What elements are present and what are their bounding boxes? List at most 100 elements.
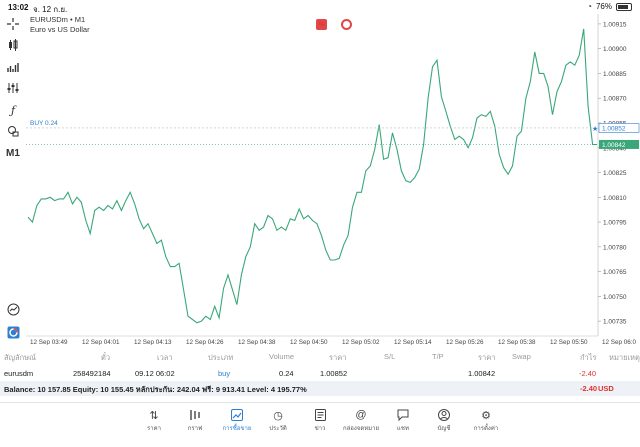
x-tick-label: 12 Sep 04:38 [238,339,276,345]
total-profit: -2.40 [580,384,598,393]
crosshair-icon[interactable] [5,16,21,32]
nav-trade[interactable]: การซื้อขาย [217,409,257,433]
buy-order-label: BUY 0.24 [30,120,58,127]
col-comment: หมายเหตุ [609,353,640,362]
chat-icon [383,409,423,423]
nav-settings-label: การตั้งค่า [473,426,499,432]
history-icon: ◷ [273,410,283,422]
quotes-icon: ⇅ [149,410,159,422]
col-ticket: ตั๋ว [101,353,111,362]
col-type: ประเภท [208,353,234,362]
col-tp: T/P [432,352,444,361]
battery-icon [616,2,632,11]
y-tick-label: 1.00870 [603,96,627,103]
chart-toolbar: ƒ M1 [0,14,26,344]
y-tick-label: 1.00915 [603,21,627,28]
trade-levels-icon[interactable] [341,19,352,30]
y-tick-label: 1.00900 [603,46,627,53]
y-tick-label: 1.00885 [603,71,627,78]
position-open-price: 1.00852 [320,369,348,378]
settings-icon: ⚙ [481,410,491,422]
position-symbol: eurusdm [4,369,34,378]
nav-mailbox[interactable]: @ กล่องจดหมาย [341,409,381,433]
y-tick-label: 1.00780 [603,244,627,251]
one-click-trade-icon[interactable]: ⇆ [316,19,327,30]
status-date: จ. 12 ก.ย. [33,5,68,14]
col-sl: S/L [384,352,396,361]
candlestick-type-icon[interactable] [5,37,21,53]
price-chart[interactable]: EURUSDm • M1 Euro vs US Dollar ⇆ 1.00915… [26,14,640,345]
position-volume: 0.24 [279,369,294,378]
y-tick-label: 1.00825 [603,170,627,177]
chart-icon [175,409,215,423]
nav-trade-label: การซื้อขาย [222,426,252,432]
zoom-icon[interactable] [5,301,21,317]
nav-chat[interactable]: แชท [383,409,423,433]
mailbox-icon: @ [355,409,367,421]
nav-account[interactable]: บัญชี [424,409,464,433]
y-tick-label: 1.00750 [603,294,627,301]
battery-percent: 76% [595,2,612,11]
account-icon [424,409,464,423]
news-icon [300,409,340,423]
status-time: 13:02 [8,3,29,12]
x-tick-label: 12 Sep 03:49 [30,339,68,345]
current-price-tag [599,139,639,149]
y-tick-label: 1.00795 [603,220,627,227]
position-profit: -2.40 [579,369,597,378]
nav-chat-label: แชท [397,426,409,432]
chart-description: Euro vs US Dollar [30,25,90,34]
positions-table: สัญลักษณ์ ตั๋ว เวลา ประเภท Volume ราคา S… [0,348,640,382]
account-currency: USD [598,384,614,393]
x-tick-label: 12 Sep 05:50 [550,339,588,345]
price-line-series [27,28,597,324]
nav-history[interactable]: ◷ ประวัติ [258,409,298,433]
current-price-tag-label: 1.00842 [602,142,626,149]
balance-line: Balance: 10 157.85 Equity: 10 155.45 หลั… [4,385,307,394]
col-volume: Volume [269,352,295,361]
nav-mailbox-label: กล่องจดหมาย [342,426,380,432]
x-tick-label: 12 Sep 04:26 [186,339,224,345]
col-time: เวลา [157,353,173,362]
position-type: buy [218,369,231,378]
position-ticket: 258492184 [73,369,111,378]
y-tick-label: 1.00810 [603,195,627,202]
positions-header: สัญลักษณ์ ตั๋ว เวลา ประเภท Volume ราคา S… [0,348,640,365]
buy-price-tag [598,123,640,133]
nav-account-label: บัญชี [437,426,451,432]
nav-quotes[interactable]: ⇅ ราคา [134,409,174,433]
nav-news[interactable]: ข่าว [300,409,340,433]
col-profit: กำไร [580,353,597,362]
x-tick-label: 12 Sep 04:50 [290,339,328,345]
nav-chart-label: กราฟ [187,426,203,432]
nav-settings[interactable]: ⚙ การตั้งค่า [466,409,506,433]
buy-marker-star: ★ [592,125,598,133]
position-time: 09.12 06:02 [135,369,175,378]
y-tick-label: 1.00765 [603,269,627,276]
x-tick-label: 12 Sep 05:02 [342,339,380,345]
col-price: ราคา [329,353,347,362]
y-tick-label: 1.00735 [603,319,627,326]
objects-icon[interactable] [5,123,21,139]
indicators-sliders-icon[interactable] [5,80,21,96]
buy-price-tag-label: 1.00852 [602,125,626,132]
col-symbol: สัญลักษณ์ [4,353,37,362]
broker-logo-icon[interactable] [5,324,21,340]
chart-symbol-info: EURUSDm • M1 Euro vs US Dollar [30,15,90,35]
chart-canvas: 1.009151.009001.008851.008701.008551.008… [26,14,640,345]
timeframe-button[interactable]: M1 [6,147,20,159]
col-swap: Swap [512,352,531,361]
account-summary-bar: Balance: 10 157.85 Equity: 10 155.45 หลั… [0,381,640,396]
position-row[interactable]: eurusdm 258492184 09.12 06:02 buy 0.24 1… [0,365,640,382]
chart-symbol: EURUSDm • M1 [30,15,86,24]
nav-quotes-label: ราคา [147,426,161,432]
nav-history-label: ประวัติ [269,426,287,432]
nav-chart[interactable]: กราฟ [175,409,215,433]
status-right: ◔ 76% [587,2,632,11]
function-icon[interactable]: ƒ [10,103,16,117]
x-tick-label: 12 Sep 04:01 [82,339,120,345]
bar-chart-icon[interactable] [5,59,21,75]
wifi-icon: ◔ [587,2,592,11]
nav-news-label: ข่าว [314,426,326,432]
col-current-price: ราคา [478,353,496,362]
